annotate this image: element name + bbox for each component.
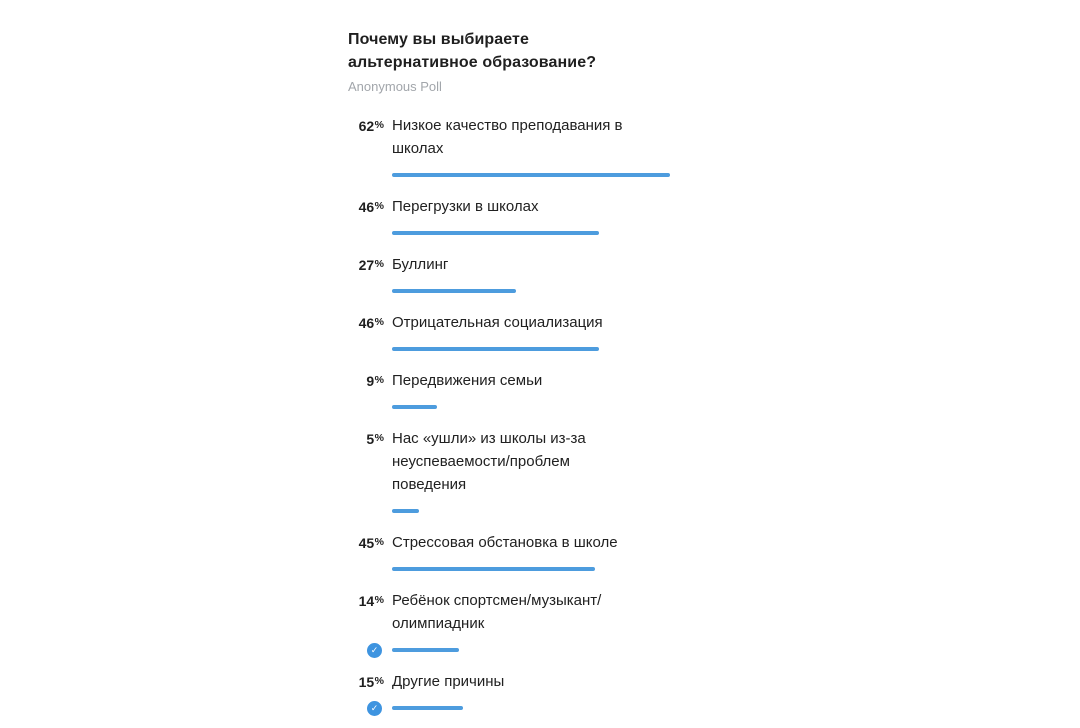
option-percent: 27% [358, 257, 384, 273]
percent-sign: % [374, 432, 384, 444]
option-label: Отрицательная социализация [392, 314, 603, 331]
option-body: Другие причины ✓ [367, 670, 647, 716]
option-result-bar [392, 289, 516, 293]
poll-option[interactable]: 14% Ребёнок спортсмен/​музыкант/​олимпиад… [348, 589, 678, 658]
option-label: Нас «ушли» из школы из-за неуспеваемости… [392, 430, 586, 493]
option-result-bar [392, 231, 599, 235]
option-result-row: ✓ [367, 701, 647, 716]
option-percent: 5% [366, 431, 384, 447]
percent-sign: % [374, 258, 384, 270]
option-label: Другие причины [392, 673, 505, 690]
poll-option[interactable]: 46% Отрицательная социализация ✓ [348, 311, 678, 357]
option-result-row: ✓ [392, 562, 647, 577]
option-percent: 46% [358, 315, 384, 331]
option-label: Низкое качество преподавания в школах [392, 117, 623, 157]
option-result-row: ✓ [392, 168, 670, 183]
option-label: Передвижения семьи [392, 372, 543, 389]
option-body: Низкое качество преподавания в школах ✓ [392, 114, 670, 183]
option-body: Отрицательная социализация ✓ [392, 311, 647, 357]
option-result-bar [392, 405, 437, 409]
percent-sign: % [374, 594, 384, 606]
option-body: Перегрузки в школах ✓ [392, 195, 647, 241]
percent-sign: % [374, 374, 384, 386]
percent-sign: % [374, 675, 384, 687]
poll-option[interactable]: 5% Нас «ушли» из школы из-за неуспеваемос… [348, 427, 678, 519]
poll-card: Почему вы выбираете альтернативное образ… [348, 28, 678, 728]
option-label: Перегрузки в школах [392, 198, 539, 215]
poll-option[interactable]: 46% Перегрузки в школах ✓ [348, 195, 678, 241]
option-result-bar [392, 567, 595, 571]
option-percent: 62% [358, 118, 384, 134]
option-result-row: ✓ [392, 284, 647, 299]
option-result-bar [392, 173, 670, 177]
poll-type-label: Anonymous Poll [348, 79, 442, 94]
option-result-bar [392, 347, 599, 351]
option-label: Ребёнок спортсмен/​музыкант/​олимпиадник [392, 592, 602, 632]
option-body: Ребёнок спортсмен/​музыкант/​олимпиадник… [367, 589, 647, 658]
option-result-row: ✓ [367, 643, 647, 658]
option-result-row: ✓ [392, 342, 647, 357]
poll-option[interactable]: 9% Передвижения семьи ✓ [348, 369, 678, 415]
option-body: Стрессовая обстановка в школе ✓ [392, 531, 647, 577]
voted-check-icon: ✓ [367, 643, 382, 658]
option-percent: 15% [358, 674, 384, 690]
poll-option[interactable]: 27% Буллинг ✓ [348, 253, 678, 299]
poll-options-list: 62% Низкое качество преподавания в школах… [348, 114, 678, 716]
option-body: Нас «ушли» из школы из-за неуспеваемости… [392, 427, 647, 519]
percent-sign: % [374, 316, 384, 328]
percent-sign: % [374, 536, 384, 548]
option-result-bar [392, 648, 459, 652]
option-result-row: ✓ [392, 400, 647, 415]
poll-option[interactable]: 15% Другие причины ✓ [348, 670, 678, 716]
option-percent: 46% [358, 199, 384, 215]
option-result-bar [392, 706, 463, 710]
option-body: Передвижения семьи ✓ [392, 369, 647, 415]
option-label: Буллинг [392, 256, 449, 273]
poll-option[interactable]: 45% Стрессовая обстановка в школе ✓ [348, 531, 678, 577]
percent-sign: % [374, 200, 384, 212]
option-percent: 9% [366, 373, 384, 389]
option-result-row: ✓ [392, 226, 647, 241]
poll-option[interactable]: 62% Низкое качество преподавания в школах… [348, 114, 678, 183]
option-body: Буллинг ✓ [392, 253, 647, 299]
voted-check-icon: ✓ [367, 701, 382, 716]
option-result-bar [392, 509, 419, 513]
poll-question: Почему вы выбираете альтернативное образ… [348, 31, 597, 71]
option-percent: 45% [358, 535, 384, 551]
percent-sign: % [374, 119, 384, 131]
option-result-row: ✓ [392, 504, 647, 519]
option-label: Стрессовая обстановка в школе [392, 534, 618, 551]
